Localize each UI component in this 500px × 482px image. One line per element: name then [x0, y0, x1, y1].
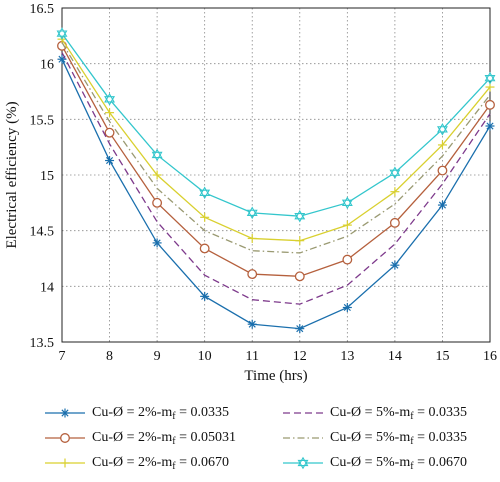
x-tick-label: 16	[483, 349, 497, 364]
x-tick-label: 15	[435, 349, 449, 364]
data-point-marker	[200, 212, 210, 222]
data-point-marker	[295, 236, 305, 246]
data-point-marker	[436, 123, 448, 136]
data-point-marker	[294, 271, 305, 282]
series-4	[61, 52, 491, 305]
data-point-marker	[484, 71, 496, 85]
data-point-marker	[152, 197, 163, 208]
data-point-marker	[105, 108, 115, 118]
y-tick-label: 15.5	[30, 113, 55, 128]
series-line	[61, 33, 491, 217]
data-point-marker	[390, 187, 400, 197]
line-chart: 7 8 9 10 11 12 13 14 15 1613.51414.51515.51616.5 …	[4, 2, 498, 384]
data-point-marker	[295, 324, 305, 334]
legend-marker	[60, 458, 70, 468]
series-1	[57, 54, 495, 334]
legend-swatch	[283, 437, 323, 439]
series-3	[57, 34, 495, 246]
data-point-marker	[389, 166, 401, 180]
x-tick-label: 9	[154, 349, 161, 364]
x-tick-label: 7	[59, 349, 66, 364]
legend-swatch	[45, 458, 85, 468]
y-tick-label: 13.5	[30, 336, 55, 351]
plot-area-frame	[61, 7, 491, 343]
legend-item: Cu-Ø = 2%-mf = 0.05031	[44, 429, 236, 447]
legend-label: Cu-Ø = 2%-mf = 0.05031	[92, 429, 236, 447]
legend-item: Cu-Ø = 5%-mf = 0.0335	[282, 429, 467, 447]
data-point-marker	[57, 54, 67, 64]
data-point-marker	[247, 233, 257, 243]
series-line	[61, 52, 491, 305]
data-point-marker	[56, 27, 68, 40]
x-tick-label: 11	[245, 349, 258, 364]
series-6	[56, 27, 496, 223]
data-point-marker	[104, 92, 116, 106]
x-tick-label: 12	[293, 349, 307, 364]
series-layer	[56, 27, 496, 334]
y-tick-label: 16	[40, 58, 54, 73]
data-point-marker	[390, 260, 400, 270]
series-2	[57, 40, 495, 282]
data-point-marker	[247, 319, 257, 329]
y-tick-label: 14.5	[30, 225, 55, 240]
x-tick-label: 14	[388, 349, 402, 364]
x-tick-label: 13	[340, 349, 354, 364]
x-tick-label: 10	[198, 349, 212, 364]
data-point-marker	[437, 165, 448, 176]
series-line	[61, 45, 491, 277]
legend-label: Cu-Ø = 5%-mf = 0.0335	[330, 404, 467, 422]
data-point-marker	[342, 220, 352, 230]
data-point-marker	[341, 196, 353, 210]
legend-label: Cu-Ø = 2%-mf = 0.0335	[92, 404, 229, 422]
data-point-marker	[247, 269, 258, 280]
data-point-marker	[389, 217, 400, 228]
data-point-marker	[151, 148, 163, 162]
y-tick-label: 15	[40, 169, 54, 184]
data-point-marker	[485, 121, 495, 131]
data-point-marker	[199, 186, 211, 200]
series-5	[61, 42, 491, 254]
data-point-marker	[342, 254, 353, 265]
data-point-marker	[199, 243, 210, 254]
axis-ticks: 7 8 9 10 11 12 13 14 15 16 13.5 14 14.5 15 15.5 16 16.5	[30, 2, 498, 364]
data-point-marker	[104, 127, 115, 138]
data-point-marker	[152, 170, 162, 180]
legend-marker	[60, 433, 70, 443]
legend-swatch	[283, 456, 323, 470]
legend-swatch	[45, 433, 85, 443]
legend-label: Cu-Ø = 2%-mf = 0.0670	[92, 454, 229, 472]
legend-marker	[297, 456, 309, 470]
grid-lines	[61, 7, 491, 343]
data-point-marker	[437, 200, 447, 210]
series-line	[61, 42, 491, 254]
data-point-marker	[105, 156, 115, 166]
y-tick-label: 14	[40, 280, 54, 295]
legend-item: Cu-Ø = 5%-mf = 0.0335	[282, 404, 467, 422]
x-tick-label: 8	[106, 349, 113, 364]
data-point-marker	[294, 209, 306, 223]
y-axis-label: Electrical efficiency (%)	[4, 101, 20, 248]
legend-label: Cu-Ø = 5%-mf = 0.0670	[330, 454, 467, 472]
y-tick-label: 16.5	[30, 2, 55, 17]
series-line	[61, 58, 491, 330]
legend-marker	[60, 408, 70, 418]
data-point-marker	[342, 302, 352, 312]
data-point-marker	[437, 140, 447, 150]
legend-item: Cu-Ø = 5%-mf = 0.0670	[282, 454, 467, 472]
legend-item: Cu-Ø = 2%-mf = 0.0670	[44, 454, 229, 472]
data-point-marker	[246, 206, 258, 220]
x-axis-label: Time (hrs)	[244, 368, 307, 384]
legend-swatch	[283, 412, 323, 414]
series-line	[61, 38, 491, 242]
legend-swatch	[45, 408, 85, 418]
data-point-marker	[152, 238, 162, 248]
legend-item: Cu-Ø = 2%-mf = 0.0335	[44, 404, 229, 422]
legend-label: Cu-Ø = 5%-mf = 0.0335	[330, 429, 467, 447]
data-point-marker	[485, 99, 495, 110]
chart-legend: Cu-Ø = 2%-mf = 0.0335 Cu-Ø = 5%-mf = 0.03…	[44, 404, 500, 478]
data-point-marker	[200, 291, 210, 301]
